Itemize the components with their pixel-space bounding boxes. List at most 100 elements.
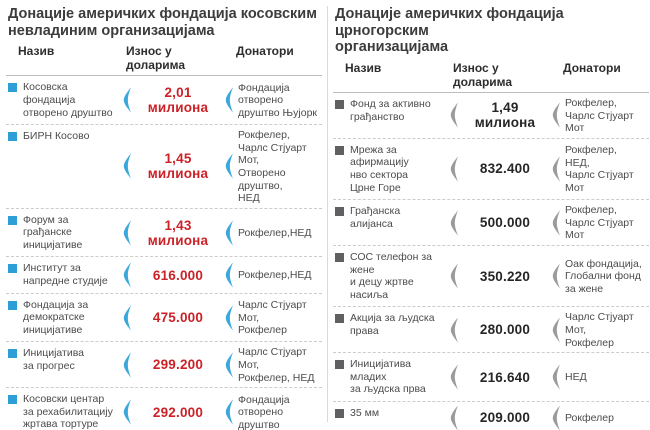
- bullet-square-icon: [335, 408, 344, 418]
- bullet-square-icon: [335, 145, 344, 155]
- donors-list: Рокфелер, Чарлс Стјуарт Мот: [565, 204, 634, 242]
- donors-list: Рокфелер, НЕД, Чарлс Стјуарт Мот: [565, 144, 634, 195]
- donors-list: Чарлс Стјуарт Мот, Рокфелер: [238, 299, 307, 337]
- left-arrow-icon: [123, 262, 131, 288]
- left-arrow-icon: [450, 102, 458, 129]
- amount-cell: 832.400: [449, 142, 551, 196]
- donors-cell: Фондација отворено друштво Њујорк: [224, 79, 322, 121]
- amount-cell: 1,43 милиона: [122, 212, 224, 254]
- left-arrow-icon: [123, 87, 131, 113]
- bullet-square-icon: [335, 314, 344, 324]
- column-header-name: Назив: [345, 61, 382, 76]
- column-header-amount: Износ у доларима: [126, 44, 186, 73]
- table-row: Грађанска алијанса 500.000 Рокфелер, Чар…: [333, 200, 649, 246]
- amount-cell: 1,49 милиона: [449, 96, 551, 135]
- donors-list: Фондација отворено друштво: [238, 393, 290, 430]
- donors-list: Чарлс Стјуарт Мот, Рокфелер, НЕД: [238, 346, 315, 384]
- left-arrow-icon: [552, 263, 560, 289]
- amount-value: 475.000: [152, 310, 204, 326]
- org-name: Косовска фондација отворено друштво: [23, 81, 113, 119]
- left-arrow-icon: [123, 399, 131, 425]
- table-row: Акција за људска права 280.000 Чарлс Стј…: [333, 307, 649, 354]
- bullet-square-icon: [8, 215, 17, 225]
- bullet-square-icon: [8, 132, 17, 142]
- left-arrow-icon: [225, 219, 233, 246]
- table-row: Иницијатива за прогрес 299.200 Чарлс Стј…: [6, 342, 322, 389]
- left-arrow-icon: [225, 304, 233, 331]
- amount-value: 292.000: [152, 404, 204, 420]
- amount-cell: 280.000: [449, 310, 551, 349]
- donors-cell: Рокфелер,НЕД: [224, 260, 322, 289]
- left-arrow-icon: [552, 364, 560, 390]
- org-name: 35 мм: [350, 406, 380, 419]
- amount-cell: 475.000: [122, 297, 224, 339]
- kosovo-donations-table: Донације америчких фондација косовским н…: [6, 4, 322, 430]
- org-name: Форум за грађанске иницијативе: [23, 213, 83, 251]
- amount-value: 216.640: [479, 369, 531, 385]
- table-row: Форум за грађанске иницијативе 1,43 мили…: [6, 209, 322, 258]
- left-arrow-icon: [123, 304, 131, 331]
- left-arrow-icon: [225, 153, 233, 180]
- donors-list: Рокфелер: [565, 412, 614, 425]
- table-row: Иницијатива младих за људска прва 216.64…: [333, 353, 649, 402]
- left-arrow-icon: [450, 156, 458, 182]
- amount-cell: 209.000: [449, 405, 551, 430]
- amount-value: 832.400: [479, 161, 531, 177]
- column-header-amount: Износ у доларима: [453, 61, 513, 90]
- org-name-cell: Иницијатива младих за људска прва: [333, 356, 449, 398]
- org-name: Акција за људска права: [350, 312, 435, 337]
- org-name: СОС телефон за жене и децу жртве насиља: [350, 250, 433, 301]
- bullet-square-icon: [335, 207, 344, 217]
- left-arrow-icon: [552, 405, 560, 430]
- donors-cell: Оак фондација, Глобални фонд за жене: [551, 249, 649, 303]
- amount-value: 280.000: [479, 322, 531, 338]
- table-row: Фонд за активно грађанство 1,49 милиона …: [333, 93, 649, 139]
- org-name: Иницијатива младих за људска прва: [350, 358, 426, 396]
- amount-value: 1,49 милиона: [474, 100, 536, 131]
- left-arrow-icon: [225, 352, 233, 378]
- org-name: Грађанска алијанса: [350, 205, 401, 230]
- bullet-square-icon: [335, 100, 344, 110]
- amount-value: 1,43 милиона: [147, 217, 209, 248]
- org-name-cell: СОС телефон за жене и децу жртве насиља: [333, 249, 449, 303]
- left-arrow-icon: [450, 209, 458, 236]
- amount-value: 350.220: [479, 268, 531, 284]
- left-arrow-icon: [123, 352, 131, 378]
- donors-list: Рокфелер, Чарлс Стјуарт Мот, Отворено др…: [238, 129, 307, 205]
- table-row: Институт за напредне студије 616.000 Рок…: [6, 257, 322, 294]
- donors-cell: Рокфелер, Чарлс Стјуарт Мот, Отворено др…: [224, 128, 322, 205]
- donors-list: Рокфелер, Чарлс Стјуарт Мот: [565, 97, 634, 135]
- org-name-cell: Грађанска алијанса: [333, 203, 449, 242]
- left-arrow-icon: [123, 153, 131, 180]
- amount-value: 2,01 милиона: [147, 85, 209, 116]
- donors-cell: Рокфелер,НЕД: [224, 212, 322, 254]
- org-name-cell: Мрежа за афирмацију нво сектора Црне Гор…: [333, 142, 449, 196]
- donors-list: Рокфелер,НЕД: [238, 269, 312, 282]
- bullet-square-icon: [8, 349, 17, 359]
- table-row: Фондација за демократске иницијативе 475…: [6, 294, 322, 343]
- org-name: Мрежа за афирмацију нво сектора Црне Гор…: [350, 143, 409, 194]
- left-arrow-icon: [450, 405, 458, 430]
- table-row: Мрежа за афирмацију нво сектора Црне Гор…: [333, 139, 649, 201]
- montenegro-donations-table: Донације америчких фондација црногорским…: [333, 4, 649, 430]
- org-name-cell: Форум за грађанске иницијативе: [6, 212, 122, 254]
- donors-cell: Чарлс Стјуарт Мот, Рокфелер, НЕД: [224, 345, 322, 384]
- amount-cell: 350.220: [449, 249, 551, 303]
- org-name: Фондација за демократске иницијативе: [23, 298, 89, 336]
- table-header: Назив Износ у доларима Донатори: [333, 59, 649, 94]
- donors-cell: Чарлс Стјуарт Мот, Рокфелер: [224, 297, 322, 339]
- amount-cell: 2,01 милиона: [122, 79, 224, 121]
- org-name: Иницијатива за прогрес: [23, 347, 85, 373]
- left-arrow-icon: [225, 87, 233, 113]
- org-name-cell: Фондација за демократске иницијативе: [6, 297, 122, 339]
- amount-cell: 299.200: [122, 345, 224, 384]
- donors-cell: Рокфелер, Чарлс Стјуарт Мот: [551, 203, 649, 242]
- donors-list: Фондација отворено друштво Њујорк: [238, 81, 318, 120]
- org-name-cell: Акција за људска права: [333, 310, 449, 349]
- left-arrow-icon: [552, 102, 560, 129]
- org-name: Косовски центар за рехабилитацију жртава…: [23, 393, 113, 430]
- column-header-donors: Донатори: [563, 61, 621, 76]
- donors-list: Чарлс Стјуарт Мот, Рокфелер: [565, 311, 634, 349]
- left-arrow-icon: [225, 399, 233, 425]
- amount-value: 209.000: [479, 410, 531, 426]
